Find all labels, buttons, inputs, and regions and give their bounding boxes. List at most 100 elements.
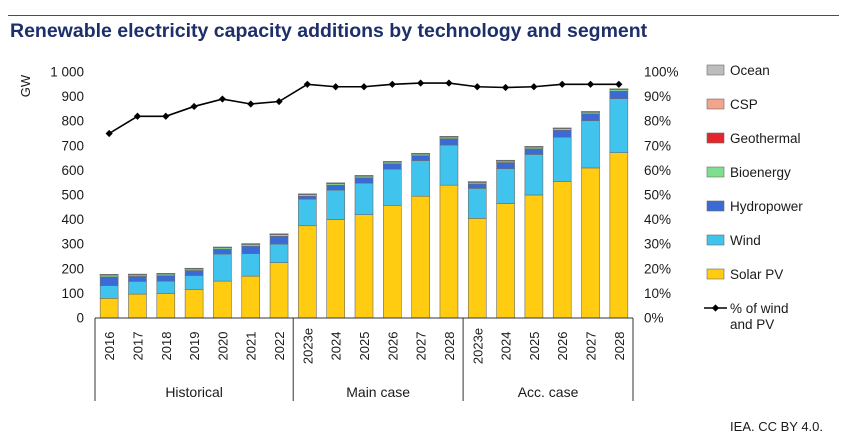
bar-segment-solar-pv	[354, 214, 374, 319]
bar-segment-ocean	[326, 182, 345, 184]
legend-label-csp: CSP	[730, 97, 758, 112]
y-tick-label: 0	[76, 311, 84, 326]
x-tick-label: 2025	[357, 332, 372, 361]
bar-segment-wind	[609, 98, 629, 153]
wind-pv-share-marker	[133, 112, 142, 120]
bar-segment-wind	[552, 136, 572, 182]
wind-pv-share-marker	[360, 83, 368, 91]
bar-segment-ocean	[439, 136, 459, 138]
bar-segment-wind	[524, 154, 544, 196]
bar-segment-wind	[496, 168, 515, 204]
bar-segment-ocean	[383, 161, 402, 163]
bar-segment-hydropower	[496, 162, 515, 169]
x-tick-label: 2020	[215, 332, 230, 361]
wind-pv-share-marker	[190, 102, 198, 111]
wind-pv-share-marker	[162, 112, 170, 120]
bar-segment-hydropower	[298, 195, 317, 200]
bar-segment-wind	[354, 182, 374, 215]
wind-pv-share-marker	[303, 80, 311, 88]
bar-segment-wind	[128, 281, 147, 295]
x-tick-label: 2024	[499, 332, 514, 361]
bar-segment-wind	[581, 120, 600, 169]
legend-swatch-ocean	[706, 64, 725, 76]
wind-pv-share-marker	[388, 80, 396, 88]
legend-label-hydropower: Hydropower	[730, 199, 803, 214]
bar-segment-solar-pv	[609, 152, 629, 319]
bar-segment-solar-pv	[241, 275, 261, 319]
bar-segment-ocean	[524, 146, 544, 148]
y2-tick-label: 10%	[644, 286, 671, 301]
credit-text: IEA. CC BY 4.0.	[730, 419, 823, 434]
wind-pv-share-marker	[332, 83, 340, 91]
y-tick-label: 200	[61, 261, 84, 276]
bar-segment-wind	[184, 275, 204, 291]
bar-segment-ocean	[269, 233, 289, 235]
legend-label-wind: Wind	[730, 233, 761, 248]
x-tick-label: 2019	[187, 332, 202, 361]
top-rule	[8, 15, 839, 16]
bar-segment-wind	[326, 189, 345, 220]
y2-tick-label: 90%	[644, 89, 671, 104]
x-tick-label: 2025	[527, 332, 542, 361]
bar-segment-wind	[241, 253, 261, 277]
bar-segment-solar-pv	[496, 203, 515, 319]
bar-segment-ocean	[128, 273, 147, 276]
legend-label-geothermal: Geothermal	[730, 131, 801, 146]
bar-segment-solar-pv	[439, 184, 459, 319]
bar-segment-ocean	[99, 274, 119, 276]
x-tick-label: 2016	[102, 332, 117, 361]
bar-segment-ocean	[213, 246, 232, 248]
bar-segment-solar-pv	[184, 289, 204, 319]
wind-pv-share-marker	[558, 80, 566, 88]
y2-tick-label: 60%	[644, 163, 671, 178]
wind-pv-share-marker	[586, 80, 595, 88]
bar-segment-ocean	[411, 153, 430, 155]
bar-segment-ocean	[581, 111, 600, 113]
bar-segment-hydropower	[552, 130, 572, 138]
legend-label-solar-pv: Solar PV	[730, 267, 783, 282]
y-tick-label: 800	[61, 114, 84, 129]
legend-swatch-bioenergy	[706, 166, 725, 178]
legend-label-wind-pv-share: and PV	[730, 317, 774, 332]
bar-segment-hydropower	[241, 245, 261, 254]
x-tick-label: 2017	[130, 332, 145, 361]
bar-segment-wind	[467, 188, 487, 219]
legend-swatch-wind	[706, 234, 725, 246]
bar-segment-hydropower	[156, 275, 176, 282]
legend-swatch-csp	[706, 98, 725, 110]
bar-segment-ocean	[552, 127, 572, 129]
bar-segment-solar-pv	[524, 194, 544, 319]
y2-tick-label: 70%	[644, 138, 671, 153]
legend-label-ocean: Ocean	[730, 63, 770, 78]
y2-tick-label: 40%	[644, 212, 671, 227]
bar-segment-hydropower	[269, 236, 289, 245]
wind-pv-share-marker	[501, 83, 510, 92]
bar-segment-ocean	[496, 159, 515, 162]
y2-tick-label: 30%	[644, 237, 671, 252]
bar-segment-ocean	[241, 243, 261, 245]
bar-segment-solar-pv	[99, 298, 119, 319]
legend-line-marker	[711, 304, 720, 312]
bar-segment-wind	[99, 285, 119, 299]
bar-segment-hydropower	[383, 163, 402, 170]
bar-segment-solar-pv	[128, 293, 147, 319]
bar-segment-wind	[411, 160, 430, 197]
bar-segment-hydropower	[354, 177, 374, 184]
x-tick-label: 2023e	[470, 328, 485, 364]
x-tick-label: 2024	[329, 332, 344, 361]
y-tick-label: 400	[61, 212, 84, 227]
bar-segment-ocean	[467, 181, 487, 183]
bar-segment-hydropower	[411, 155, 430, 161]
wind-pv-share-marker	[473, 83, 481, 91]
wind-pv-share-line	[108, 82, 619, 135]
wind-pv-share-marker	[417, 79, 425, 87]
chart-title: Renewable electricity capacity additions…	[10, 20, 648, 42]
wind-pv-share-marker	[247, 100, 255, 108]
x-tick-label: 2026	[555, 332, 570, 361]
y-tick-label: 1 000	[50, 65, 84, 80]
bar-segment-ocean	[156, 273, 176, 275]
x-tick-label: 2021	[244, 332, 259, 361]
y-tick-label: 600	[61, 163, 84, 178]
y2-tick-label: 0%	[644, 311, 664, 326]
